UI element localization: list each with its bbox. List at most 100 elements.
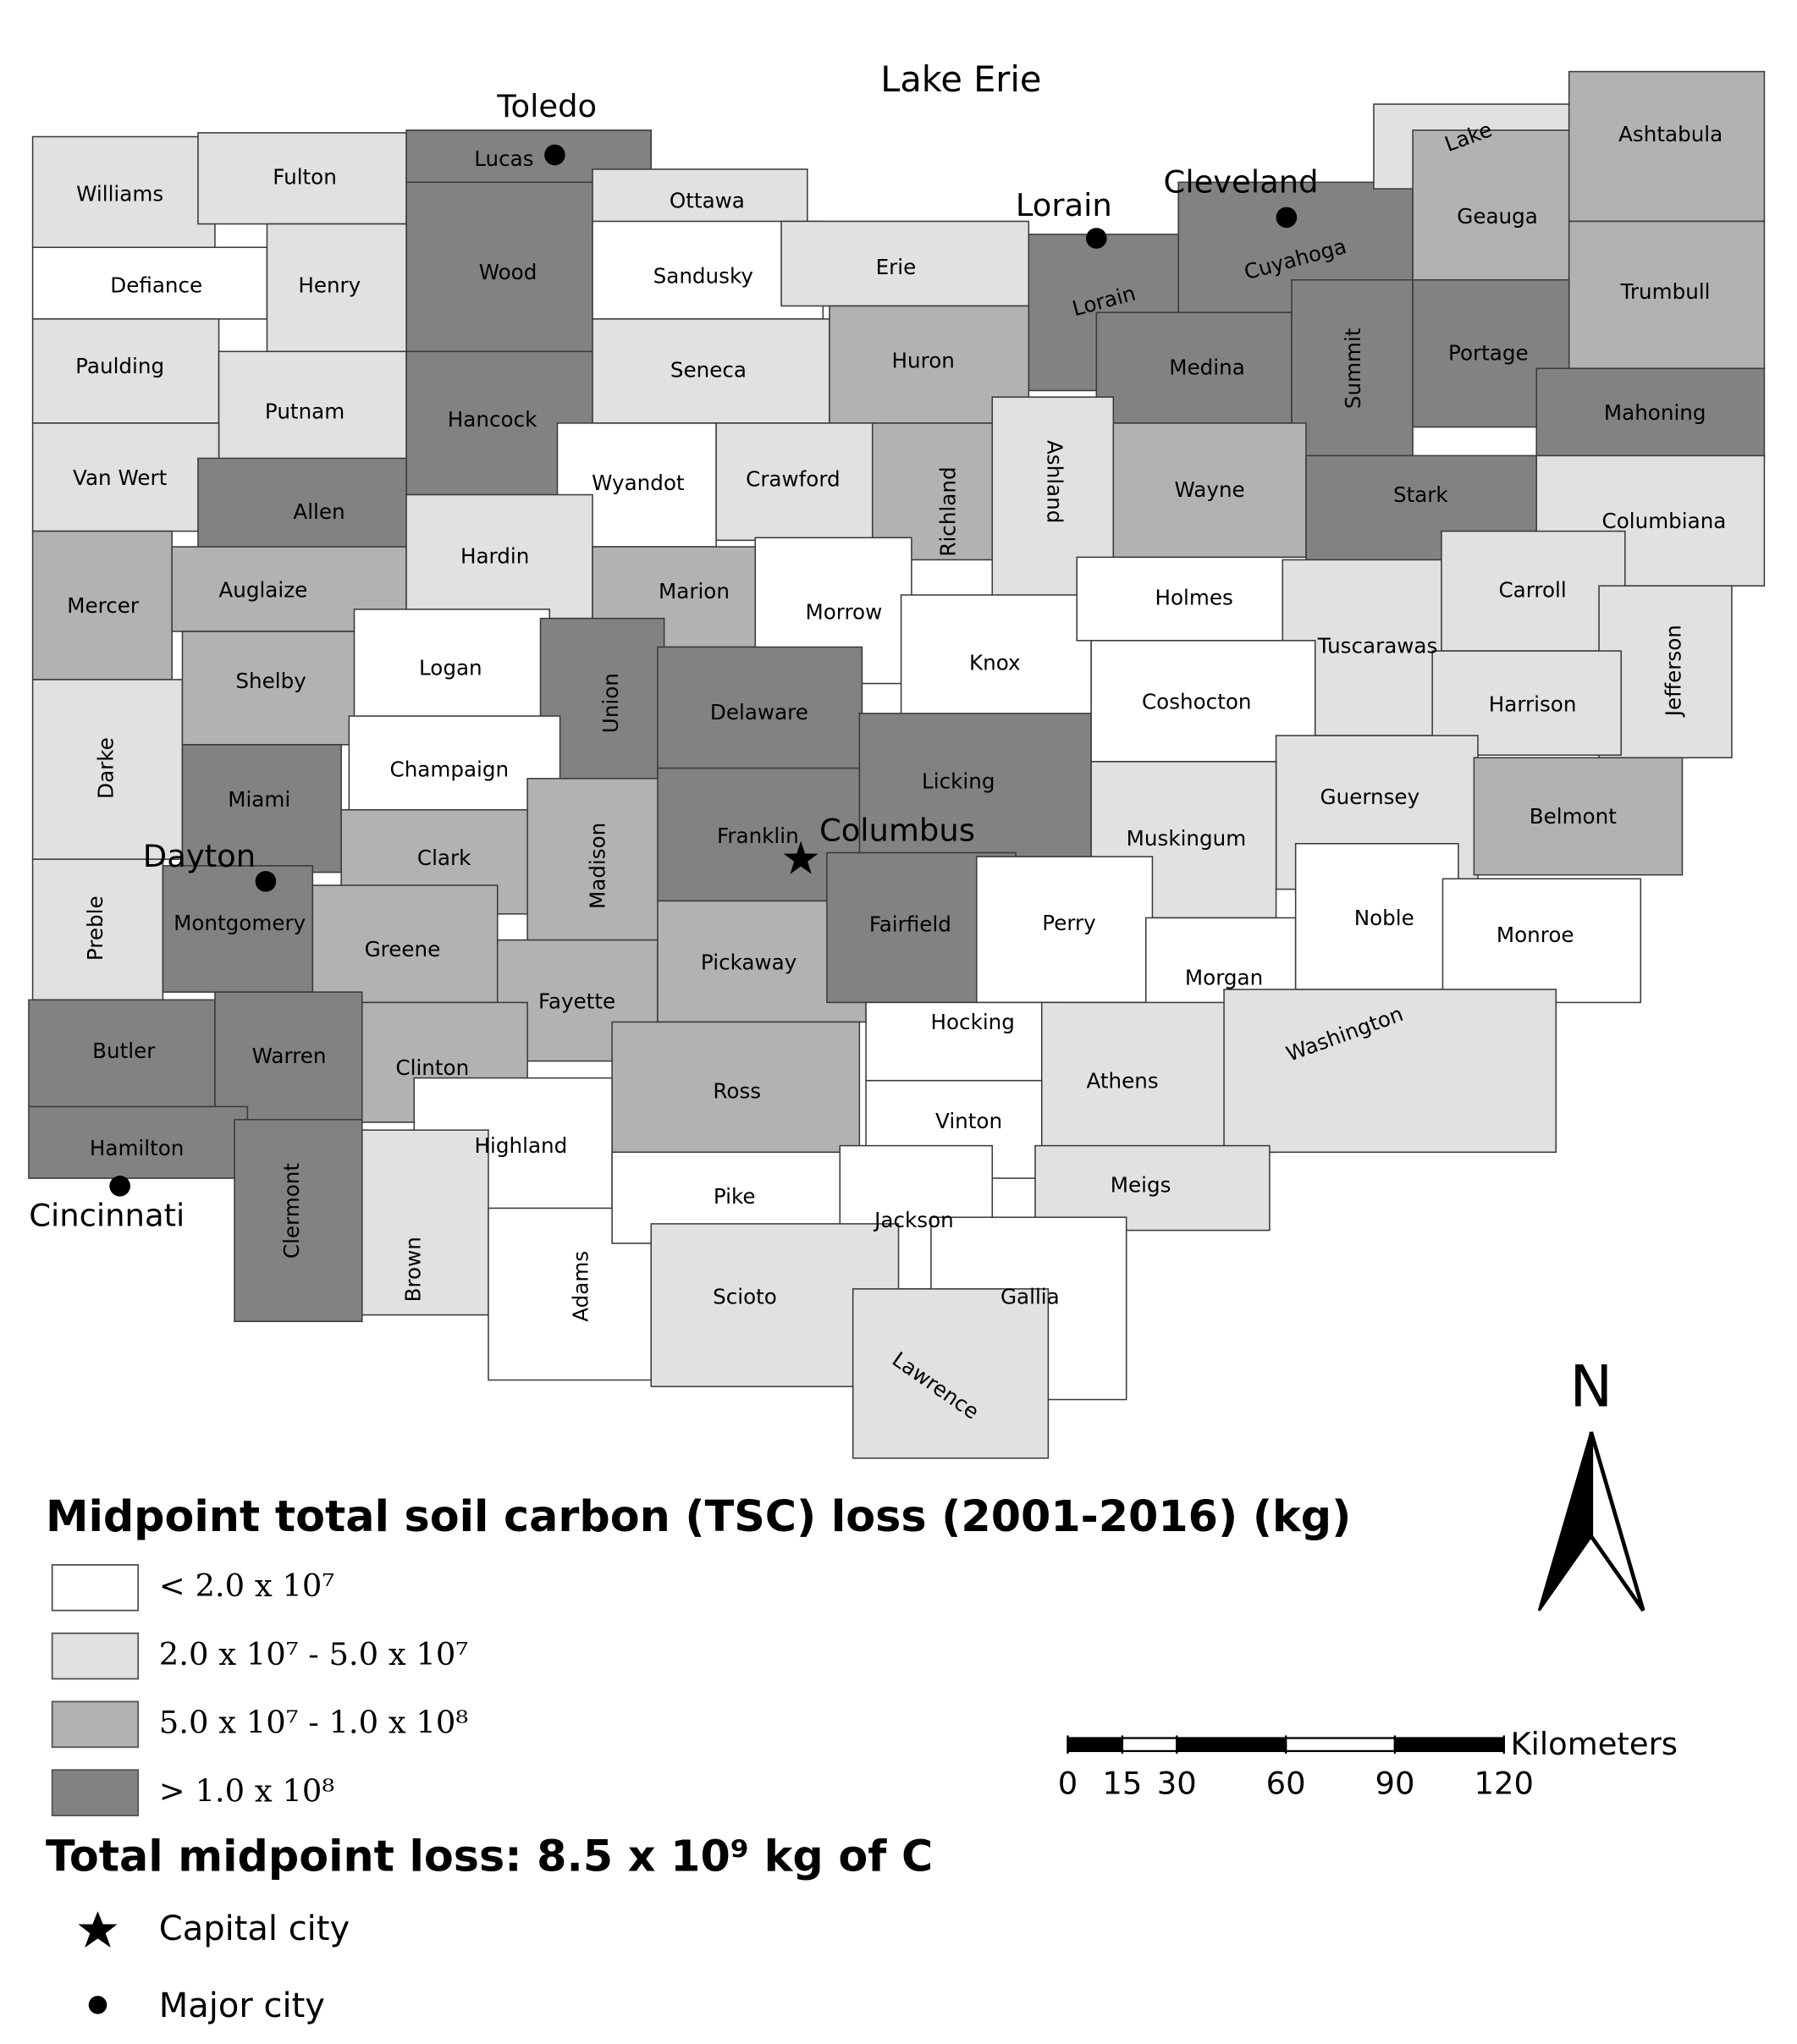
county-label: Morgan [1185, 966, 1263, 990]
county-label: Hocking [930, 1010, 1014, 1034]
county [266, 223, 407, 353]
scale-unit: Kilometers [1510, 1726, 1678, 1762]
county-label: Harrison [1489, 692, 1577, 717]
county-label: Stark [1393, 482, 1448, 507]
county [858, 713, 1092, 857]
county-label: Knox [969, 650, 1021, 675]
county-label: Darke [93, 737, 118, 799]
city-label: Cincinnati [29, 1198, 185, 1234]
county-layer: Williams Fulton Lucas Wood Ottawa Sandusky Eri… [28, 70, 1766, 1459]
county-label: Ashtabula [1618, 122, 1723, 146]
county-label: Hamilton [90, 1136, 185, 1160]
scale-segment [1121, 1737, 1178, 1753]
city-label: Lorain [1016, 187, 1112, 223]
county [865, 1001, 1062, 1082]
county-label: Carroll [1498, 577, 1566, 602]
county [197, 457, 407, 564]
symbol-label: Major city [159, 1986, 325, 2025]
county-label: Wood [479, 260, 537, 284]
legend-label: > 1.0 x 10⁸ [159, 1772, 334, 1809]
county-label: Coshocton [1142, 690, 1252, 714]
city-marker [1086, 228, 1107, 249]
county-label: Crawford [746, 467, 841, 492]
city-symbol [88, 1996, 107, 2014]
county-label: Williams [76, 182, 163, 207]
scale-segment [1176, 1737, 1287, 1753]
county-label: Fayette [538, 989, 615, 1013]
county-label: Clark [417, 846, 471, 870]
county [900, 594, 1092, 730]
capital-symbol [78, 1911, 118, 1948]
county-label: Portage [1448, 340, 1529, 365]
scale-segment [1284, 1737, 1397, 1753]
county-label: Summit [1341, 328, 1365, 409]
county [348, 715, 561, 818]
city-marker [544, 144, 565, 166]
county-label: Guernsey [1320, 785, 1420, 809]
symbol-label: Capital city [159, 1909, 350, 1948]
county-label: Ross [713, 1079, 761, 1104]
county-label: Miami [228, 787, 290, 812]
county-label: Trumbull [1620, 279, 1711, 304]
county [405, 493, 593, 620]
legend-swatch [51, 1700, 140, 1749]
county [311, 884, 499, 1004]
county-label: Adams [569, 1251, 593, 1322]
city-layer: Toledo Lorain Cleveland Dayton Cincinnati Col… [29, 88, 1318, 1234]
legend-label: < 2.0 x 10⁷ [159, 1567, 334, 1604]
county-label: Athens [1086, 1068, 1158, 1093]
county-label: Erie [876, 255, 917, 279]
scale-tick-label: 60 [1266, 1765, 1306, 1801]
county [1294, 842, 1459, 990]
county-label: Champaign [390, 758, 510, 782]
county [197, 132, 407, 225]
county-label: Logan [419, 656, 482, 680]
legend-swatch [51, 1769, 140, 1816]
county-label: Gallia [1000, 1285, 1060, 1309]
county-label: Madison [586, 823, 610, 909]
county-label: Mercer [67, 593, 140, 618]
county [234, 1119, 363, 1323]
legend-swatch [51, 1632, 140, 1680]
county [592, 318, 830, 424]
north-label: N [1570, 1353, 1613, 1419]
county [526, 778, 663, 945]
county-label: Putnam [265, 399, 345, 424]
city-marker [1276, 207, 1298, 229]
scale-tick-label: 90 [1375, 1765, 1414, 1801]
county [539, 617, 665, 782]
scale-segment [1393, 1737, 1505, 1753]
county-label: Allen [293, 499, 345, 524]
county-label: Lucas [474, 146, 533, 171]
county [31, 246, 268, 320]
county-label: Noble [1354, 906, 1414, 930]
county [31, 858, 164, 1001]
county [1076, 556, 1307, 642]
county-label: Huron [892, 349, 955, 373]
county [715, 422, 874, 542]
city-label: Dayton [143, 838, 256, 874]
county-label: Defiance [110, 273, 202, 297]
county-label: Marion [659, 579, 730, 603]
county [1034, 1144, 1271, 1231]
county [1568, 70, 1766, 223]
county [1441, 878, 1642, 1004]
city-marker [255, 871, 277, 892]
county-label: Paulding [75, 354, 164, 378]
county [611, 1021, 861, 1160]
county-label: Monroe [1497, 923, 1574, 947]
county-label: Pike [714, 1184, 756, 1209]
county-label: Auglaize [218, 577, 307, 602]
county [353, 609, 551, 730]
county-label: Wyandot [592, 471, 685, 495]
legend: < 2.0 x 10⁷ 2.0 x 10⁷ - 5.0 x 10⁷ 5.0 x 10… [51, 1564, 468, 1816]
total-loss: Total midpoint loss: 8.5 x 10⁹ kg of C [46, 1832, 933, 1881]
county-label: Butler [92, 1039, 156, 1063]
county-label: Tuscarawas [1317, 633, 1438, 658]
county [1095, 311, 1293, 424]
scale-segment [1067, 1737, 1124, 1753]
county-label: Ottawa [670, 188, 745, 212]
county-label: Clermont [279, 1163, 304, 1259]
county-label: Ashland [1043, 440, 1067, 523]
county-label: Holmes [1155, 586, 1233, 610]
